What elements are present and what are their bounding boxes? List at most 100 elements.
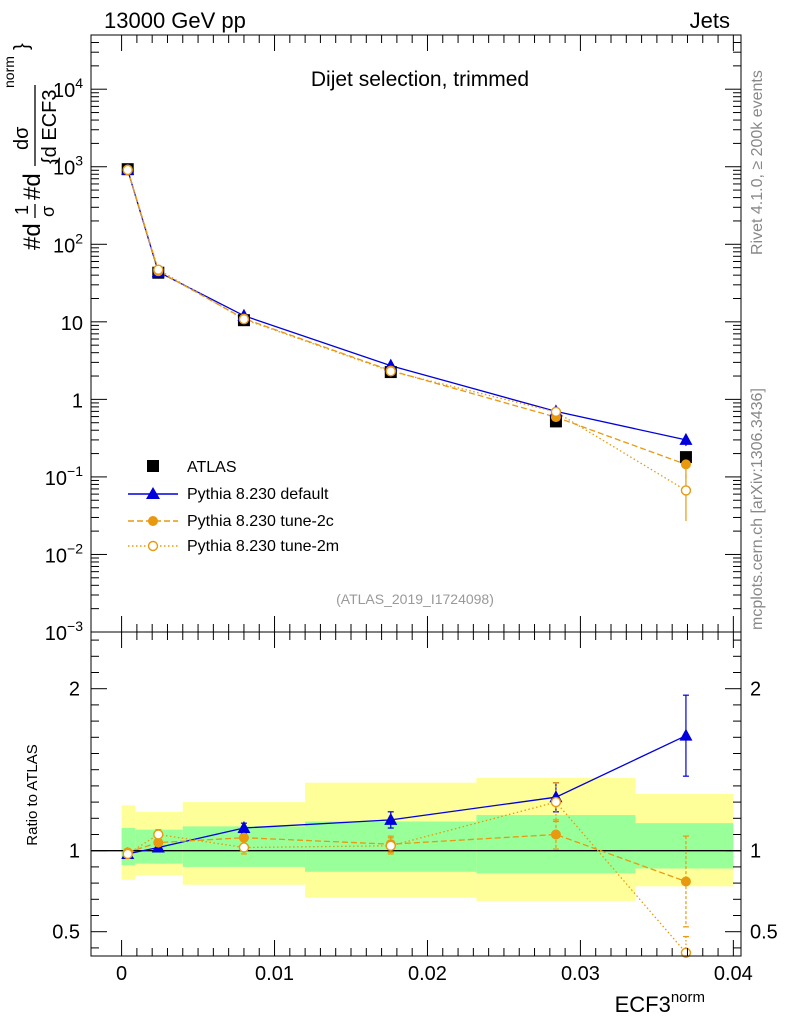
ratio-point-tune2c [153, 837, 164, 848]
ratio-point-default [237, 821, 251, 834]
ylabel-frac1-num: 1 [12, 205, 32, 215]
ratio-xtick-label: 0.02 [408, 963, 447, 985]
ratio-point-tune2c [680, 876, 691, 887]
main-point-tune2m [238, 314, 250, 325]
source-label: mcplots.cern.ch [arXiv:1306.3436] [749, 388, 766, 630]
main-ytick-base: 1 [72, 390, 83, 412]
ylabel-frac2-den: {d ECF3 [39, 90, 61, 164]
main-ytick-exp: 3 [75, 153, 83, 169]
x-axis-label: ECF3norm [615, 989, 705, 1017]
ratio-ytick-label-left: 1 [69, 841, 80, 863]
ratio-xtick-label: 0.04 [714, 963, 753, 985]
ratio-ytick-label-right: 2 [750, 679, 761, 701]
ratio-point-tune2m [122, 848, 133, 860]
ylabel-close: } [11, 43, 33, 50]
ratio-y-tick-labels: 0.5 0.5 1 1 2 2 [52, 679, 778, 944]
ratio-band-inner [121, 828, 136, 866]
main-ytick-label: 102 [53, 230, 83, 257]
ylabel-mid: #d [19, 173, 46, 200]
main-axis-ticks [91, 34, 741, 633]
ratio-point-tune2m [680, 947, 692, 958]
main-ytick-base: 10 [45, 545, 67, 567]
main-ytick-exp: 4 [75, 75, 83, 91]
ratio-band-inner [476, 815, 636, 874]
main-ytick-label: 10−3 [45, 618, 83, 645]
main-point-default [679, 432, 693, 445]
main-ytick-label: 10−1 [45, 463, 83, 490]
chart-title: Dijet selection, trimmed [311, 68, 529, 91]
legend-label-default: Pythia 8.230 default [187, 486, 329, 503]
legend-marker-tune2m [147, 540, 159, 552]
main-point-tune2m [385, 366, 396, 377]
main-ytick-base: 10 [53, 80, 75, 102]
main-ytick-base: 10 [45, 468, 67, 490]
ratio-point-default [679, 728, 693, 741]
legend-label-tune2m: Pythia 8.230 tune-2m [187, 538, 339, 555]
main-point-tune2c [680, 459, 691, 470]
main-ytick-exp: −2 [67, 540, 83, 556]
ratio-line-tune2c [127, 833, 687, 883]
main-ytick-base: 10 [53, 158, 75, 180]
main-line-tune2c [127, 169, 687, 466]
ratio-xtick-label: 0 [116, 963, 127, 985]
main-point-tune2m [153, 264, 164, 275]
main-point-tune2m [680, 485, 692, 496]
main-point-atlas [679, 451, 692, 464]
ratio-point-tune2m [385, 840, 396, 852]
ratio-xtick-label: 0.01 [255, 963, 294, 985]
main-y-label: #d 1 σ #d dσ {d ECF3 norm } [1, 43, 61, 250]
main-ytick-base: 10 [53, 235, 75, 257]
ylabel-sup: norm [1, 56, 17, 88]
main-point-tune2m [122, 164, 133, 176]
main-ytick-base: 10 [45, 623, 67, 645]
main-line-tune2m [127, 169, 687, 491]
ratio-x-tick-labels: 0 0.01 0.02 0.03 0.04 [116, 963, 753, 985]
ratio-panel: 0.5 0.5 1 1 2 2 0 0.01 0.02 0.03 0.04 Ratio to AT… [24, 631, 778, 1017]
main-ytick-label: 1 [72, 390, 83, 412]
ratio-point-tune2c [238, 832, 249, 843]
ratio-point-tune2m [238, 842, 250, 853]
main-ytick-label: 103 [53, 153, 83, 180]
ylabel-frac1-den: σ [38, 206, 58, 217]
ratio-uncertainty-bands [121, 777, 734, 901]
ratio-y-label: Ratio to ATLAS [24, 744, 41, 845]
main-ytick-exp: −3 [67, 618, 83, 634]
ratio-point-default [384, 812, 398, 825]
rivet-label: Rivet 4.1.0, ≥ 200k events [749, 70, 766, 255]
main-point-tune2m [550, 406, 562, 418]
ratio-point-tune2c [550, 829, 561, 840]
main-series-lines [127, 169, 687, 491]
legend-label-atlas: ATLAS [187, 459, 237, 476]
legend-marker-default [146, 487, 160, 499]
ratio-line-default [127, 735, 687, 855]
legend-marker-atlas [147, 460, 159, 472]
main-ytick-exp: 2 [75, 230, 83, 246]
main-line-default [127, 169, 687, 441]
header-right: Jets [690, 8, 730, 33]
ratio-ytick-label-right: 1 [750, 841, 761, 863]
main-ytick-base: 10 [61, 313, 83, 335]
ratio-frame [90, 631, 742, 957]
ratio-line-tune2m [127, 801, 687, 954]
ratio-ytick-label-right: 0.5 [750, 922, 778, 944]
main-ytick-label: 10−2 [45, 540, 83, 567]
watermark: (ATLAS_2019_I1724098) [336, 591, 494, 607]
ratio-markers [121, 728, 693, 958]
ylabel-frac2-num: dσ [11, 126, 33, 150]
main-ytick-label: 10 [61, 313, 83, 335]
main-ytick-label: 104 [53, 75, 83, 102]
ratio-ytick-label-left: 0.5 [52, 922, 80, 944]
ratio-point-tune2m [153, 829, 164, 840]
main-markers [121, 162, 693, 496]
x-axis-label-sup: norm [671, 989, 705, 1006]
ratio-xtick-label: 0.03 [561, 963, 600, 985]
legend: ATLAS Pythia 8.230 default Pythia 8.230 … [128, 459, 339, 555]
ratio-ytick-label-left: 2 [69, 679, 80, 701]
ratio-band-inner [635, 823, 734, 869]
ratio-point-tune2m [550, 796, 562, 808]
x-axis-label-main: ECF3 [615, 992, 671, 1017]
ylabel-prefix: #d [19, 223, 46, 250]
